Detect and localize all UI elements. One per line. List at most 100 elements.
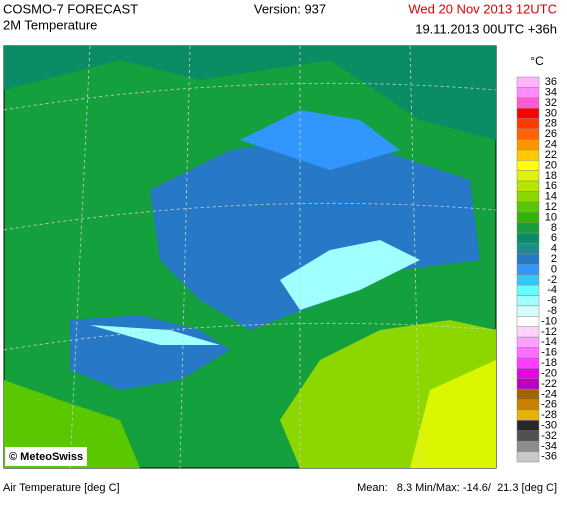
legend-label: 14 xyxy=(545,191,557,203)
legend-label: -16 xyxy=(541,347,557,359)
legend-swatch xyxy=(516,305,540,317)
legend-swatch xyxy=(516,368,540,380)
legend-swatch xyxy=(516,440,540,452)
legend-label: -10 xyxy=(541,315,557,327)
legend-label: 30 xyxy=(545,107,557,119)
legend: 363432302826242220181614121086420-2-4-6-… xyxy=(516,76,557,463)
legend-label: -8 xyxy=(547,305,557,317)
legend-label: 34 xyxy=(545,87,557,99)
legend-swatch xyxy=(516,170,540,182)
legend-label: 16 xyxy=(545,180,557,192)
legend-label: -20 xyxy=(541,367,557,379)
legend-swatch xyxy=(516,149,540,161)
version: Version: 937 xyxy=(254,1,326,16)
legend-label: -12 xyxy=(541,326,557,338)
footer-variable: Air Temperature [deg C] xyxy=(3,482,120,494)
legend-label: 8 xyxy=(551,222,557,234)
footer-stats: Mean: 8.3 Min/Max: -14.6/ 21.3 [deg C] xyxy=(357,482,557,494)
legend-swatch xyxy=(516,357,540,369)
legend-swatch xyxy=(516,128,540,140)
legend-label: 36 xyxy=(545,76,557,88)
legend-label: 24 xyxy=(545,139,557,151)
iberia-cold xyxy=(70,315,230,390)
graticule-line xyxy=(69,45,91,469)
graticule-line xyxy=(3,202,497,231)
legend-label: 2 xyxy=(551,253,557,265)
legend-swatch xyxy=(516,159,540,171)
legend-label: 0 xyxy=(551,263,557,275)
legend-label: 6 xyxy=(551,232,557,244)
legend-label: -6 xyxy=(547,295,557,307)
legend-swatch xyxy=(516,336,540,348)
legend-unit: °C xyxy=(530,54,544,68)
legend-swatch xyxy=(516,409,540,421)
graticule-line xyxy=(179,45,191,469)
credit: © MeteoSwiss xyxy=(9,451,83,463)
legend-swatch xyxy=(516,430,540,442)
legend-label: -4 xyxy=(547,284,557,296)
cold-region xyxy=(150,140,480,330)
map: © MeteoSwiss xyxy=(3,45,497,469)
legend-swatch xyxy=(516,76,540,88)
sea-north xyxy=(4,46,496,140)
legend-label: 18 xyxy=(545,170,557,182)
legend-label: 26 xyxy=(545,128,557,140)
legend-swatch xyxy=(516,97,540,109)
legend-swatch xyxy=(516,191,540,203)
legend-swatch xyxy=(516,451,540,463)
model-title: COSMO-7 FORECAST xyxy=(3,1,138,16)
legend-label: -26 xyxy=(541,399,557,411)
legend-label: -24 xyxy=(541,388,557,400)
run-time: 19.11.2013 00UTC +36h xyxy=(415,21,557,36)
legend-swatch xyxy=(516,222,540,234)
legend-label: -36 xyxy=(541,451,557,463)
legend-swatch xyxy=(516,274,540,286)
legend-label: -14 xyxy=(541,336,557,348)
legend-swatch xyxy=(516,253,540,265)
legend-swatch xyxy=(516,232,540,244)
credit-box xyxy=(5,447,87,466)
legend-swatch xyxy=(516,201,540,213)
legend-label: -22 xyxy=(541,378,557,390)
legend-swatch xyxy=(516,264,540,275)
pyrenees-cold xyxy=(90,325,220,345)
graticule-line xyxy=(3,82,497,111)
legend-label: 32 xyxy=(545,97,557,109)
legend-swatch xyxy=(516,180,540,192)
legend-label: 22 xyxy=(545,149,557,161)
legend-label: 28 xyxy=(545,118,557,130)
legend-swatch xyxy=(516,326,540,338)
legend-label: 10 xyxy=(545,211,557,223)
warm-core xyxy=(410,360,496,468)
legend-label: -34 xyxy=(541,440,557,452)
valid-time: Wed 20 Nov 2013 12UTC xyxy=(408,1,557,16)
legend-swatch xyxy=(516,139,540,151)
legend-swatch xyxy=(516,107,540,119)
legend-swatch xyxy=(516,378,540,390)
legend-label: -30 xyxy=(541,419,557,431)
legend-label: -28 xyxy=(541,409,557,421)
legend-swatch xyxy=(516,295,540,307)
field-title: 2M Temperature xyxy=(3,17,97,32)
legend-swatch xyxy=(516,399,540,411)
legend-swatch xyxy=(516,118,540,130)
legend-swatch xyxy=(516,243,540,255)
legend-swatch xyxy=(516,284,540,296)
legend-swatch xyxy=(516,347,540,359)
legend-label: -2 xyxy=(547,274,557,286)
cold-core xyxy=(240,110,400,170)
legend-swatch xyxy=(516,388,540,400)
legend-label: 4 xyxy=(551,243,557,255)
legend-swatch xyxy=(516,420,540,432)
legend-swatch xyxy=(516,87,540,99)
graticule-line xyxy=(3,322,497,351)
graticule xyxy=(3,45,497,469)
legend-swatch xyxy=(516,316,540,327)
legend-label: -32 xyxy=(541,430,557,442)
alps-cold xyxy=(280,240,420,310)
graticule-line xyxy=(409,45,421,469)
legend-label: 20 xyxy=(545,159,557,171)
legend-label: 12 xyxy=(545,201,557,213)
legend-swatch xyxy=(516,212,540,223)
